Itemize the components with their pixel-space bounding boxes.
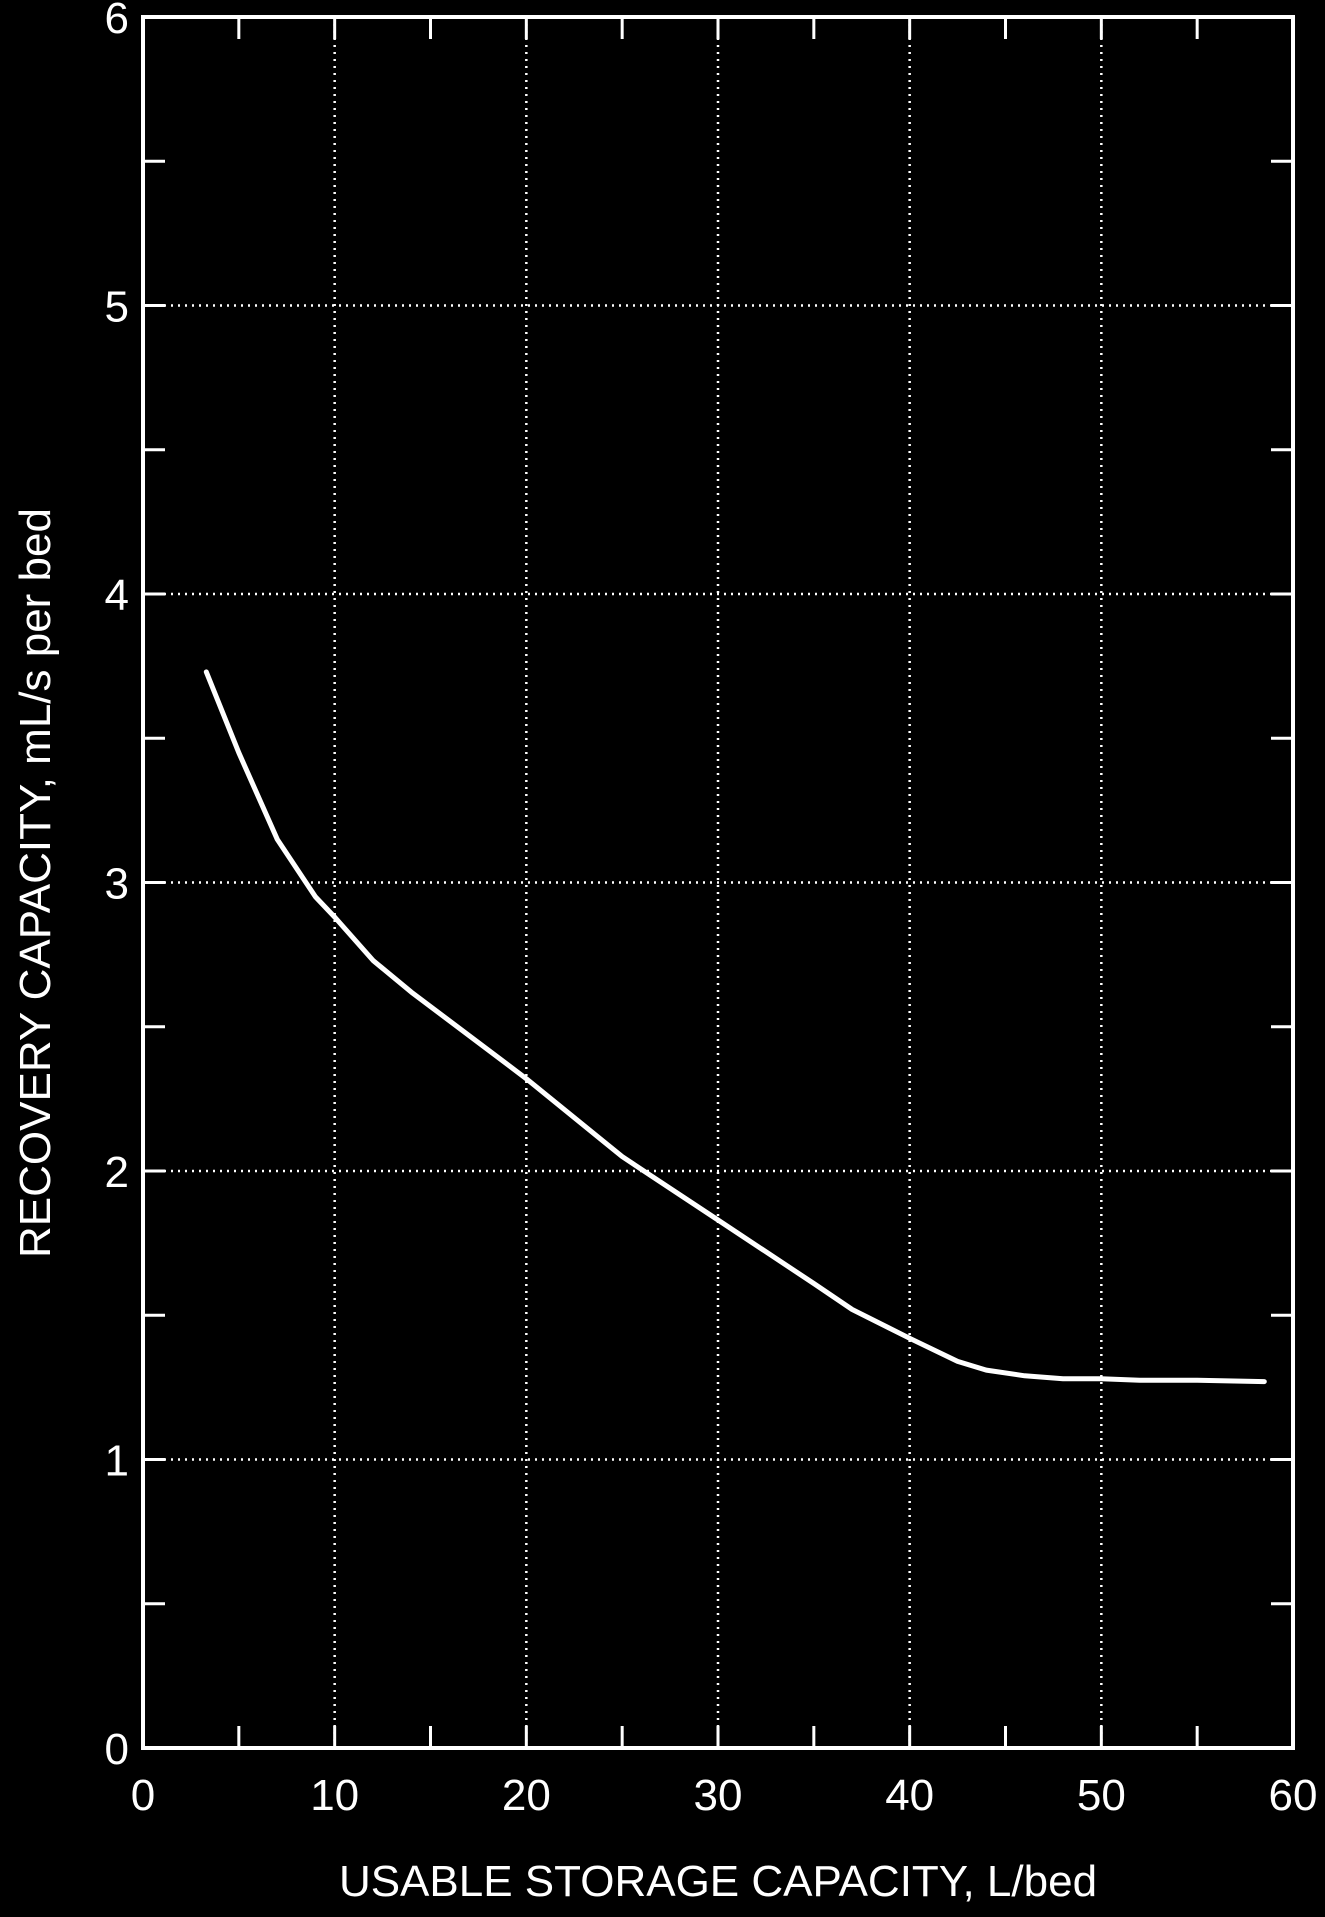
axis-ticks [143, 17, 1293, 1748]
x-tick-label: 0 [131, 1771, 155, 1820]
series-line-0 [203, 669, 1267, 1385]
x-tick-label: 60 [1269, 1771, 1318, 1820]
y-axis-title: RECOVERY CAPACITY, mL/s per bed [11, 508, 60, 1258]
series-layer [203, 669, 1267, 1385]
y-tick-label: 5 [105, 283, 129, 332]
grid-lines [143, 17, 1293, 1748]
x-tick-label: 30 [694, 1771, 743, 1820]
x-tick-label: 20 [502, 1771, 551, 1820]
y-tick-label: 0 [105, 1725, 129, 1774]
y-tick-labels: 0 1 2 3 4 5 6 [105, 0, 129, 1774]
y-tick-label: 1 [105, 1437, 129, 1486]
x-tick-labels: 0 10 20 30 40 50 60 [131, 1771, 1318, 1820]
y-tick-label: 6 [105, 0, 129, 43]
x-tick-label: 10 [310, 1771, 359, 1820]
x-tick-label: 50 [1077, 1771, 1126, 1820]
y-tick-label: 4 [105, 571, 129, 620]
y-tick-label: 2 [105, 1148, 129, 1197]
x-tick-label: 40 [885, 1771, 934, 1820]
y-tick-label: 3 [105, 860, 129, 909]
plot-frame [141, 15, 1295, 1750]
x-axis-title: USABLE STORAGE CAPACITY, L/bed [339, 1857, 1097, 1906]
